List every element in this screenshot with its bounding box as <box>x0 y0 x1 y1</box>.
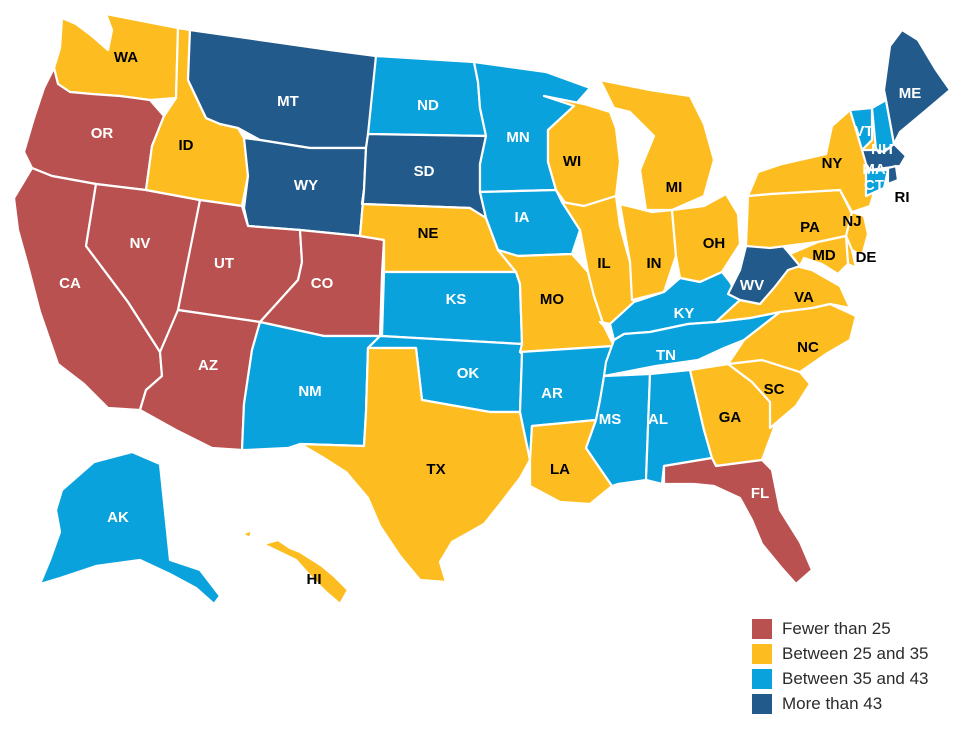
state-label-wi: WI <box>563 153 581 170</box>
state-label-ar: AR <box>541 385 563 402</box>
legend-item-between-25-and-35: Between 25 and 35 <box>752 641 929 666</box>
state-fl <box>662 456 814 586</box>
state-label-vt: VT <box>854 123 873 140</box>
state-label-ca: CA <box>59 275 81 292</box>
state-label-de: DE <box>856 249 877 266</box>
state-label-ms: MS <box>599 411 622 428</box>
state-label-nv: NV <box>130 235 151 252</box>
legend-swatch <box>752 668 772 689</box>
legend-label: Fewer than 25 <box>782 618 891 638</box>
state-label-co: CO <box>311 275 334 292</box>
state-label-ga: GA <box>719 409 742 426</box>
state-md <box>788 234 850 276</box>
state-label-ri: RI <box>895 189 910 206</box>
state-label-ne: NE <box>418 225 439 242</box>
map-legend: Fewer than 25 Between 25 and 35 Between … <box>752 616 929 716</box>
state-label-sc: SC <box>764 381 785 398</box>
state-vt <box>848 106 874 152</box>
state-label-va: VA <box>794 289 814 306</box>
state-label-wv: WV <box>740 277 764 294</box>
state-label-id: ID <box>179 137 194 154</box>
state-label-ut: UT <box>214 255 234 272</box>
state-label-ak: AK <box>107 509 129 526</box>
state-label-la: LA <box>550 461 570 478</box>
state-label-il: IL <box>597 255 610 272</box>
state-label-mn: MN <box>506 129 529 146</box>
state-tx <box>298 346 532 584</box>
legend-item-between-35-and-43: Between 35 and 43 <box>752 666 929 691</box>
state-label-wy: WY <box>294 177 318 194</box>
state-label-fl: FL <box>751 485 769 502</box>
legend-item-fewer-than-25: Fewer than 25 <box>752 616 929 641</box>
state-label-nd: ND <box>417 97 439 114</box>
state-ct <box>864 168 890 198</box>
legend-swatch <box>752 693 772 714</box>
legend-label: Between 35 and 43 <box>782 668 929 688</box>
state-label-az: AZ <box>198 357 218 374</box>
state-label-nc: NC <box>797 339 819 356</box>
state-label-sd: SD <box>414 163 435 180</box>
state-ri <box>886 164 900 186</box>
legend-swatch <box>752 618 772 639</box>
state-hi <box>240 528 350 606</box>
state-label-nh: NH <box>871 141 893 158</box>
state-in <box>618 202 678 302</box>
state-label-ks: KS <box>446 291 467 308</box>
state-ks <box>380 270 524 346</box>
state-label-ky: KY <box>674 305 695 322</box>
state-label-md: MD <box>812 247 835 264</box>
state-label-ok: OK <box>457 365 480 382</box>
state-label-mt: MT <box>277 93 299 110</box>
state-ak <box>38 450 222 606</box>
state-label-or: OR <box>91 125 114 142</box>
state-label-mo: MO <box>540 291 564 308</box>
state-label-nm: NM <box>298 383 321 400</box>
state-mo <box>496 248 616 354</box>
state-label-mi: MI <box>666 179 683 196</box>
state-me <box>882 28 952 146</box>
legend-label: Between 25 and 35 <box>782 643 929 663</box>
state-oh <box>670 192 742 284</box>
state-label-al: AL <box>648 411 668 428</box>
legend-item-more-than-43: More than 43 <box>752 691 929 716</box>
state-label-oh: OH <box>703 235 726 252</box>
state-label-ia: IA <box>515 209 530 226</box>
state-label-tn: TN <box>656 347 676 364</box>
state-label-ny: NY <box>822 155 843 172</box>
state-label-wa: WA <box>114 49 138 66</box>
state-label-nj: NJ <box>842 213 861 230</box>
state-label-tx: TX <box>426 461 445 478</box>
state-ma <box>860 142 908 172</box>
state-label-pa: PA <box>800 219 820 236</box>
state-label-in: IN <box>647 255 662 272</box>
state-label-hi: HI <box>307 571 322 588</box>
state-label-me: ME <box>899 85 922 102</box>
legend-label: More than 43 <box>782 693 883 713</box>
state-label-ct: CT <box>864 177 884 194</box>
state-label-ma: MA <box>862 161 885 178</box>
legend-swatch <box>752 643 772 664</box>
